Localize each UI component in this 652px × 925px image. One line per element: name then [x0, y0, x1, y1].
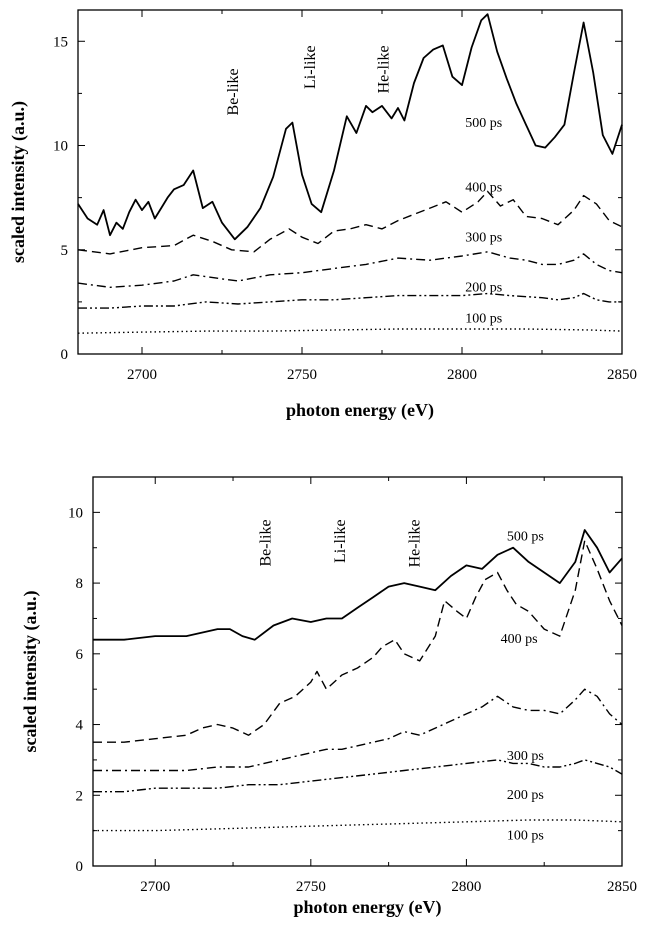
x-axis-title: photon energy (eV): [286, 400, 434, 421]
plot-frame: [77, 9, 623, 355]
x-tick-label: 2800: [451, 879, 481, 895]
x-tick-label: 2700: [140, 879, 170, 895]
ion-stage-label: Li-like: [332, 519, 349, 563]
x-axis-title: photon energy (eV): [294, 897, 442, 918]
series-line-200-ps: [93, 759, 623, 793]
y-tick-label: 0: [76, 859, 84, 875]
x-tick-label: 2800: [447, 367, 477, 383]
x-tick-label: 2850: [607, 367, 637, 383]
y-tick-label: 10: [53, 139, 68, 155]
series-label: 300 ps: [465, 230, 502, 245]
x-tick-label: 2750: [296, 879, 326, 895]
top-panel: 2700 2750 2800 2850 0 5 10 15 photon energy (eV)…: [8, 9, 637, 421]
series-label: 400 ps: [465, 180, 502, 195]
y-tick-label: 6: [76, 647, 84, 663]
series-label: 100 ps: [465, 312, 502, 327]
y-tick-label: 2: [76, 788, 84, 804]
x-tick-label: 2850: [607, 879, 637, 895]
ion-stage-label: Be-like: [225, 68, 242, 115]
bottom-panel: 2700 2750 2800 2850 0 2 4 6 8 10 photon energy (eV…: [20, 476, 637, 918]
ion-stage-label: He-like: [407, 519, 424, 567]
ion-stage-label: Li-like: [302, 45, 319, 89]
y-tick-label: 5: [61, 243, 69, 259]
series-line-100-ps: [77, 328, 623, 334]
ion-stage-label: He-like: [375, 45, 392, 93]
series-label: 200 ps: [465, 280, 502, 295]
x-tick-label: 2750: [287, 367, 317, 383]
y-axis-title: scaled intensity (a.u.): [20, 590, 41, 752]
y-tick-label: 0: [61, 347, 69, 363]
y-tick-label: 15: [53, 34, 68, 50]
ion-stage-label: Be-like: [257, 519, 274, 566]
series-line-400-ps: [93, 540, 623, 743]
series-label: 500 ps: [465, 116, 502, 131]
series-label: 100 ps: [507, 828, 544, 843]
plot-frame: [92, 476, 623, 867]
series-label: 300 ps: [507, 749, 544, 764]
y-tick-label: 10: [68, 505, 83, 521]
series-label: 400 ps: [501, 632, 538, 647]
series-label: 200 ps: [507, 788, 544, 803]
y-tick-label: 4: [76, 718, 84, 734]
series-line-500-ps: [93, 529, 623, 641]
series-line-500-ps: [77, 13, 623, 241]
series-line-400-ps: [77, 190, 623, 255]
y-axis-title: scaled intensity (a.u.): [8, 101, 29, 263]
x-tick-label: 2700: [127, 367, 157, 383]
series-line-100-ps: [93, 819, 623, 832]
y-tick-label: 8: [76, 576, 84, 592]
series-line-300-ps: [77, 251, 623, 288]
series-line-200-ps: [78, 292, 622, 309]
series-label: 500 ps: [507, 530, 544, 545]
